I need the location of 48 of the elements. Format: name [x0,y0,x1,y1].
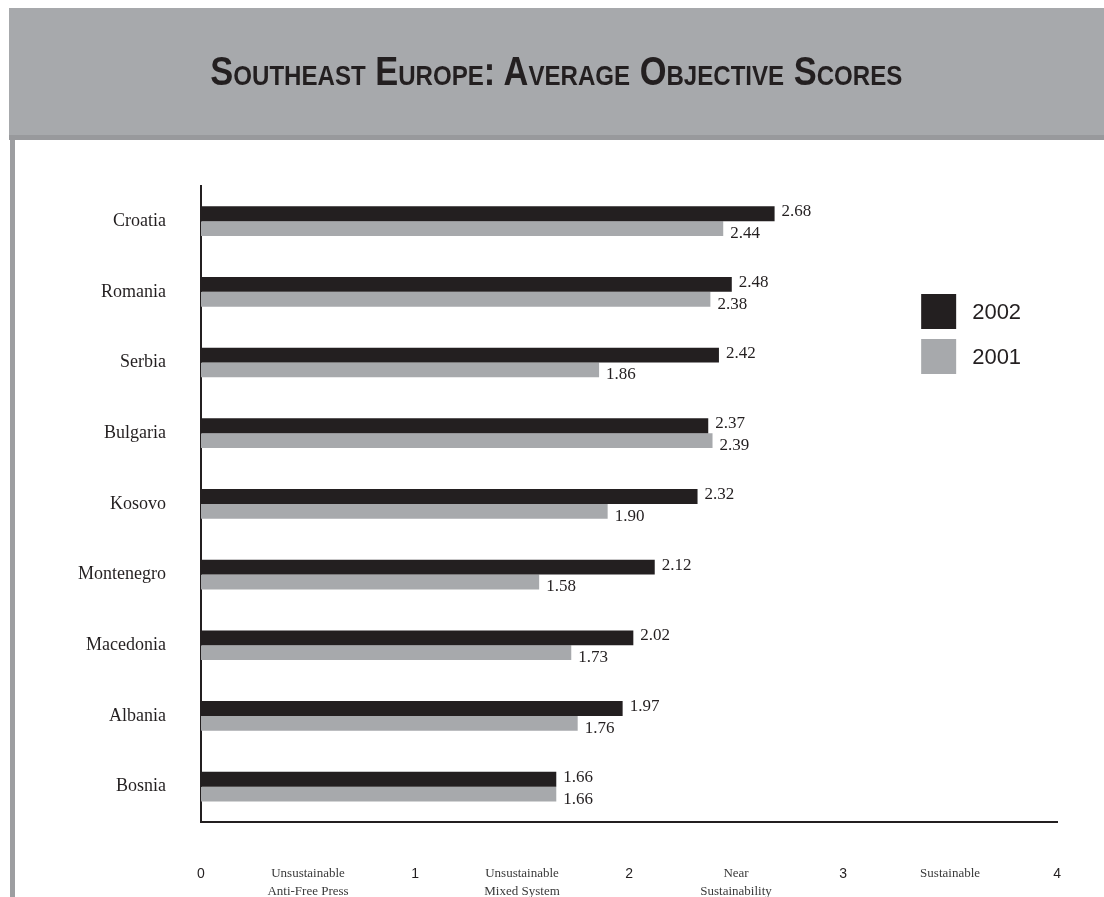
legend-label: 2001 [972,343,1022,369]
data-label: 1.76 [584,717,615,737]
y-tick-label: Romania [101,280,166,301]
x-tick-label: Unsustainable Anti-Free Press [267,865,349,897]
data-label: 2.32 [704,483,735,503]
y-tick-label: Croatia [113,209,167,230]
data-label: 2.37 [715,413,746,433]
bar [201,433,713,449]
legend-label: 2002 [972,298,1022,324]
bar [201,574,540,590]
x-tick-label: Sustainable [920,865,981,881]
bar [201,786,557,802]
bar [201,221,724,236]
data-label: 1.66 [563,766,594,786]
chart-title: Southeast Europe: Average Objective Scores [210,49,903,94]
x-tick-label: Near Sustainability [700,865,773,897]
x-tick-label: 0 [197,865,206,882]
bar [201,503,608,519]
data-label: 2.02 [640,625,671,645]
y-tick-label: Bulgaria [104,421,167,442]
data-label: 2.48 [738,271,769,291]
data-label: 2.12 [661,554,692,574]
y-tick-label: Kosovo [109,492,166,513]
data-label: 2.42 [725,342,756,362]
data-label: 1.73 [578,647,609,667]
y-tick-label: Montenegro [78,563,166,584]
x-tick-label: 2 [625,865,634,882]
data-label: 2.44 [730,223,761,243]
data-label: 1.86 [606,364,636,384]
data-label: 2.39 [719,435,750,455]
data-label: 2.38 [717,293,748,313]
bar [201,362,600,378]
bar [201,291,711,307]
x-tick-label: 4 [1053,865,1062,882]
bar [201,645,572,661]
data-label: 2.68 [781,201,812,221]
y-tick-label: Macedonia [86,634,166,655]
x-tick-label: 3 [839,865,848,882]
y-tick-label: Albania [109,704,167,725]
y-tick-label: Bosnia [115,775,166,796]
data-label: 1.58 [546,576,576,596]
data-label: 1.97 [629,696,660,716]
data-label: 1.66 [563,788,594,808]
bar [201,715,578,731]
x-tick-label: 1 [411,865,420,882]
data-label: 1.90 [614,505,645,525]
x-tick-label: Unsustainable Mixed System [484,865,560,897]
y-tick-label: Serbia [120,351,167,372]
